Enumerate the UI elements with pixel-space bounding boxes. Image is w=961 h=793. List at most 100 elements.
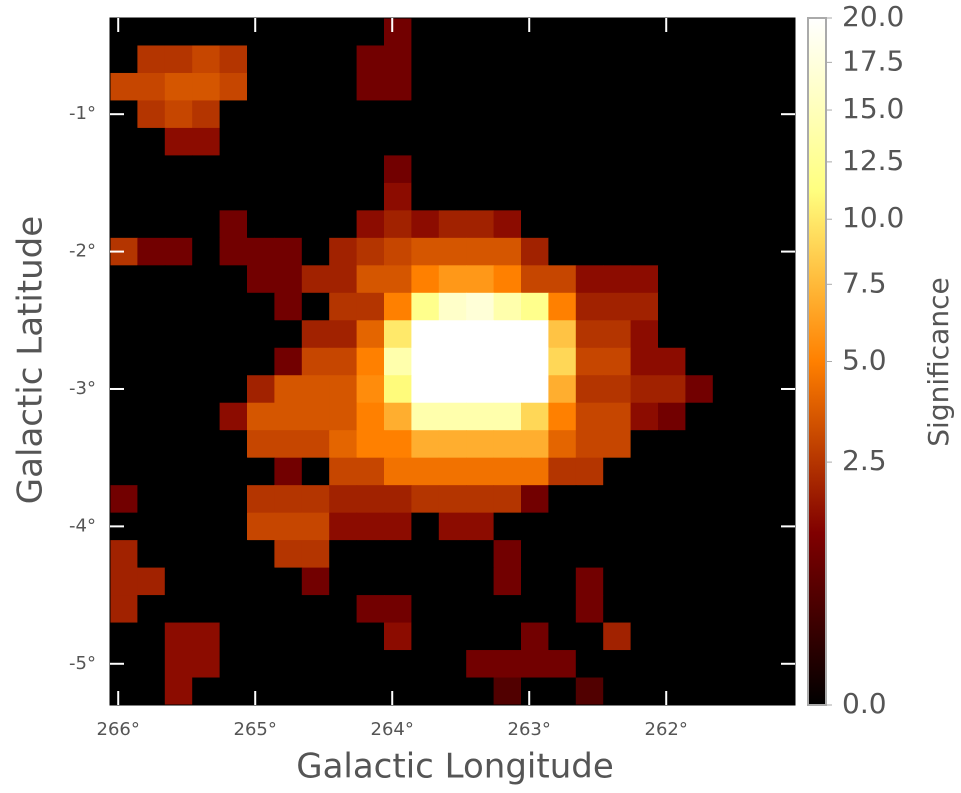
map-pixel	[301, 430, 330, 459]
map-pixel	[521, 567, 549, 596]
map-pixel	[740, 100, 769, 129]
map-pixel	[110, 677, 138, 706]
map-pixel	[192, 100, 221, 129]
map-pixel	[685, 485, 714, 514]
map-pixel	[164, 485, 193, 514]
map-pixel	[603, 540, 632, 569]
map-pixel	[356, 72, 385, 101]
map-pixel	[438, 347, 467, 376]
map-pixel	[548, 265, 577, 294]
map-pixel	[767, 127, 796, 156]
map-pixel	[493, 457, 522, 486]
map-pixel	[685, 622, 714, 651]
map-pixel	[247, 237, 275, 266]
map-pixel	[384, 18, 412, 46]
map-pixel	[438, 72, 467, 101]
map-pixel	[110, 540, 138, 569]
map-pixel	[466, 512, 495, 541]
map-pixel	[712, 650, 741, 679]
map-pixel	[192, 485, 221, 514]
map-pixel	[384, 72, 412, 101]
map-pixel	[630, 650, 659, 679]
map-pixel	[712, 512, 741, 541]
map-pixel	[329, 292, 358, 321]
map-pixel	[411, 45, 440, 74]
map-pixel	[411, 182, 440, 211]
map-pixel	[438, 485, 467, 514]
map-pixel	[658, 595, 686, 624]
map-pixel	[247, 320, 275, 349]
map-pixel	[219, 45, 248, 74]
map-pixel	[329, 457, 358, 486]
map-pixel	[740, 182, 769, 211]
map-pixel	[301, 45, 330, 74]
map-pixel	[493, 292, 522, 321]
map-pixel	[521, 155, 549, 184]
map-pixel	[767, 540, 796, 569]
map-pixel	[658, 18, 686, 46]
map-pixel	[137, 265, 166, 294]
map-pixel	[712, 402, 741, 431]
map-pixel	[685, 457, 714, 486]
x-axis-label: Galactic Longitude	[296, 747, 614, 787]
map-pixel	[329, 100, 358, 129]
map-pixel	[548, 237, 577, 266]
map-pixel	[384, 292, 412, 321]
map-pixel	[493, 237, 522, 266]
map-pixel	[356, 347, 385, 376]
map-pixel	[356, 292, 385, 321]
map-pixel	[192, 182, 221, 211]
map-pixel	[548, 485, 577, 514]
map-pixel	[247, 457, 275, 486]
map-pixel	[301, 595, 330, 624]
map-pixel	[301, 182, 330, 211]
map-pixel	[493, 45, 522, 74]
map-pixel	[575, 347, 604, 376]
map-pixel	[603, 375, 632, 404]
map-pixel	[247, 485, 275, 514]
map-pixel	[685, 237, 714, 266]
map-pixel	[740, 155, 769, 184]
map-pixel	[548, 127, 577, 156]
map-pixel	[658, 182, 686, 211]
map-pixel	[247, 347, 275, 376]
map-pixel	[356, 457, 385, 486]
map-pixel	[219, 457, 248, 486]
map-pixel	[685, 127, 714, 156]
map-pixel	[521, 622, 549, 651]
y-tick-label: -1°	[69, 103, 96, 124]
map-pixel	[384, 677, 412, 706]
map-pixel	[274, 540, 303, 569]
map-pixel	[603, 100, 632, 129]
map-pixel	[219, 512, 248, 541]
map-pixel	[301, 677, 330, 706]
map-pixel	[575, 622, 604, 651]
map-pixel	[521, 18, 549, 46]
map-pixel	[192, 512, 221, 541]
map-pixel	[301, 457, 330, 486]
map-pixel	[219, 155, 248, 184]
map-pixel	[137, 677, 166, 706]
map-pixel	[274, 292, 303, 321]
map-pixel	[192, 540, 221, 569]
map-pixel	[411, 375, 440, 404]
map-pixel	[110, 595, 138, 624]
map-pixel	[685, 210, 714, 239]
map-pixel	[575, 677, 604, 706]
map-pixel	[712, 182, 741, 211]
map-pixel	[110, 292, 138, 321]
map-pixel	[274, 457, 303, 486]
map-pixel	[630, 347, 659, 376]
map-pixel	[274, 512, 303, 541]
colorbar-tick-label: 17.5	[842, 44, 904, 77]
map-pixel	[603, 430, 632, 459]
map-pixel	[548, 210, 577, 239]
map-pixel	[767, 320, 796, 349]
map-pixel	[247, 595, 275, 624]
map-pixel	[740, 210, 769, 239]
map-pixel	[247, 540, 275, 569]
map-pixel	[384, 155, 412, 184]
map-pixel	[411, 677, 440, 706]
map-pixel	[164, 512, 193, 541]
map-pixel	[411, 650, 440, 679]
